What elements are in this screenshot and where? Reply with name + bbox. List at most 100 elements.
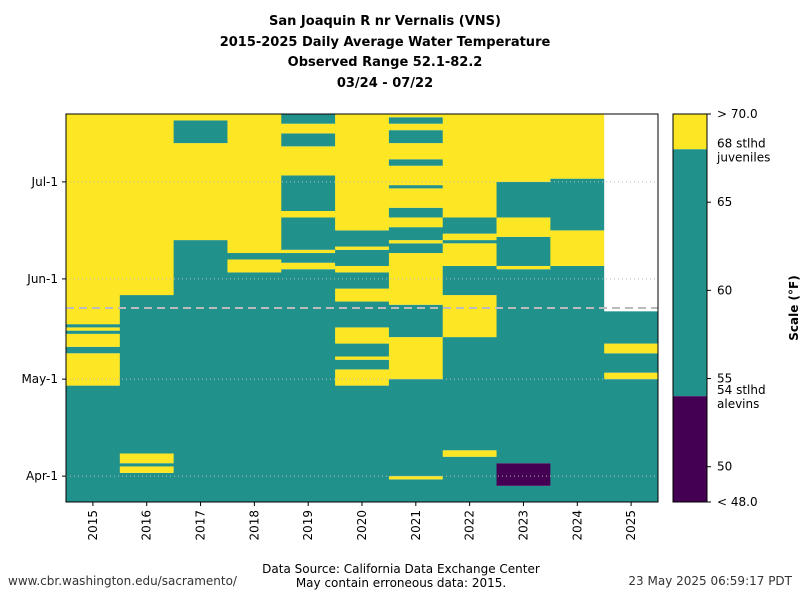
heatmap-cell-2021 xyxy=(388,123,444,131)
x-tick-label: 2015 xyxy=(86,510,100,541)
colorbar-tick-label: > 70.0 xyxy=(717,107,758,121)
x-tick-label: 2023 xyxy=(516,510,530,541)
heatmap-cell-2024 xyxy=(550,178,605,231)
heatmap-cell-2020 xyxy=(335,272,390,289)
heatmap-cell-2019 xyxy=(281,114,336,124)
heatmap-cell-2017 xyxy=(173,114,228,121)
heatmap-cell-2021 xyxy=(388,165,444,186)
heatmap-cell-2022 xyxy=(442,240,498,244)
heatmap-cell-2022 xyxy=(442,456,498,502)
heatmap-cell-2020 xyxy=(335,230,390,247)
heatmap-cell-2018 xyxy=(227,259,282,273)
heatmap-cell-2020 xyxy=(335,385,390,502)
title-line-station: San Joaquin R nr Vernalis (VNS) xyxy=(269,14,501,29)
chart-title: San Joaquin R nr Vernalis (VNS) 2015-202… xyxy=(0,12,770,94)
heatmap-cell-2015 xyxy=(66,346,121,354)
heatmap-cell-2021 xyxy=(388,379,444,477)
heatmap-cell-2015 xyxy=(66,327,121,331)
x-tick-label: 2017 xyxy=(194,510,208,541)
heatmap-cell-2021 xyxy=(388,240,444,244)
heatmap-cell-2025 xyxy=(604,379,659,502)
colorbar-tick-label: 55 xyxy=(717,372,732,386)
heatmap-cell-2021 xyxy=(388,185,444,189)
colorbar-tick-label: 65 xyxy=(717,195,732,209)
heatmap-cell-2020 xyxy=(335,327,390,344)
heatmap-cell-2022 xyxy=(442,295,498,338)
heatmap-cell-2021 xyxy=(388,117,444,124)
title-line-description: 2015-2025 Daily Average Water Temperatur… xyxy=(219,34,551,50)
x-tick-label: 2018 xyxy=(247,510,261,541)
colorbar-tick-label: 60 xyxy=(717,283,732,297)
heatmap-cell-2020 xyxy=(335,288,390,302)
heatmap-cell-2018 xyxy=(227,114,282,254)
heatmap-cell-2025 xyxy=(604,372,659,380)
heatmap-cell-2021 xyxy=(388,337,444,380)
x-tick-label: 2022 xyxy=(463,510,477,541)
colorbar-mid xyxy=(673,149,707,397)
heatmap-cell-2017 xyxy=(173,143,228,241)
heatmap-cell-2021 xyxy=(388,243,444,254)
heatmap-cell-2024 xyxy=(550,265,605,502)
heatmap-cell-2019 xyxy=(281,211,336,218)
heatmap-cell-2024 xyxy=(550,114,605,179)
heatmap-cell-2023 xyxy=(496,217,551,237)
heatmap-cell-2023 xyxy=(496,463,551,486)
heatmap-cell-2022 xyxy=(442,114,498,218)
heatmap-cell-2020 xyxy=(335,246,390,250)
x-tick-label: 2021 xyxy=(409,510,423,541)
heatmap-cell-2019 xyxy=(281,217,336,250)
heatmap-cell-2020 xyxy=(335,359,390,370)
heatmap-cell-2016 xyxy=(119,463,175,467)
heatmap-cell-2019 xyxy=(281,133,336,147)
heatmap-cell-2021 xyxy=(388,114,444,118)
heatmap-cell-2015 xyxy=(66,353,121,386)
heatmap-cell-2019 xyxy=(281,123,336,134)
heatmap-cell-2018 xyxy=(227,253,282,260)
heatmap-cell-2020 xyxy=(335,249,390,266)
heatmap-cell-2021 xyxy=(388,479,444,502)
heatmap-cell-2021 xyxy=(388,159,444,166)
x-tick-label: 2024 xyxy=(570,510,584,541)
heatmap-cell-2020 xyxy=(335,356,390,360)
heatmap-cell-2019 xyxy=(281,269,336,502)
heatmap-cell-2019 xyxy=(281,253,336,263)
footer-source-line2: May contain erroneous data: 2015. xyxy=(295,576,507,590)
y-tick-label: Apr-1 xyxy=(26,469,58,483)
heatmap-cell-2016 xyxy=(119,114,175,296)
title-line-range: Observed Range 52.1-82.2 xyxy=(287,55,483,70)
heatmap-cell-2016 xyxy=(119,466,175,473)
heatmap-cell-2024 xyxy=(550,230,605,266)
heatmap-cell-2023 xyxy=(496,114,551,182)
colorbar-high xyxy=(673,114,707,150)
colorbar-threshold-label: juveniles xyxy=(716,150,770,164)
heatmap-cell-2021 xyxy=(388,227,444,241)
heatmap-cell-2015 xyxy=(66,385,121,502)
footer-website: www.cbr.washington.edu/sacramento/ xyxy=(8,574,237,588)
heatmap-cell-2021 xyxy=(388,143,444,160)
heatmap-cell-2015 xyxy=(66,333,121,347)
y-tick-label: Jun-1 xyxy=(26,272,58,286)
heatmap-cell-2019 xyxy=(281,175,336,211)
x-tick-label: 2020 xyxy=(355,510,369,541)
heatmap-cell-2021 xyxy=(388,217,444,228)
colorbar-threshold-label: 68 stlhd xyxy=(717,136,766,150)
x-tick-label: 2019 xyxy=(301,510,315,541)
heatmap-cell-2016 xyxy=(119,472,175,502)
heatmap-cell-2023 xyxy=(496,236,551,266)
footer-source-line1: Data Source: California Data Exchange Ce… xyxy=(262,562,540,576)
y-tick-label: May-1 xyxy=(21,372,58,386)
heatmap-cell-2021 xyxy=(388,207,444,218)
heatmap-cell-2025 xyxy=(604,114,659,312)
heatmap-cell-2022 xyxy=(442,217,498,234)
heatmap-cell-2015 xyxy=(66,330,121,334)
x-tick-label: 2025 xyxy=(624,510,638,541)
heatmap-cell-2020 xyxy=(335,301,390,328)
heatmap-cell-2022 xyxy=(442,450,498,457)
heatmap-cell-2015 xyxy=(66,114,121,325)
colorbar-tick-label: < 48.0 xyxy=(717,495,758,509)
heatmap-cell-2025 xyxy=(604,311,659,344)
heatmap-cell-2018 xyxy=(227,272,282,502)
heatmap-cell-2021 xyxy=(388,130,444,144)
